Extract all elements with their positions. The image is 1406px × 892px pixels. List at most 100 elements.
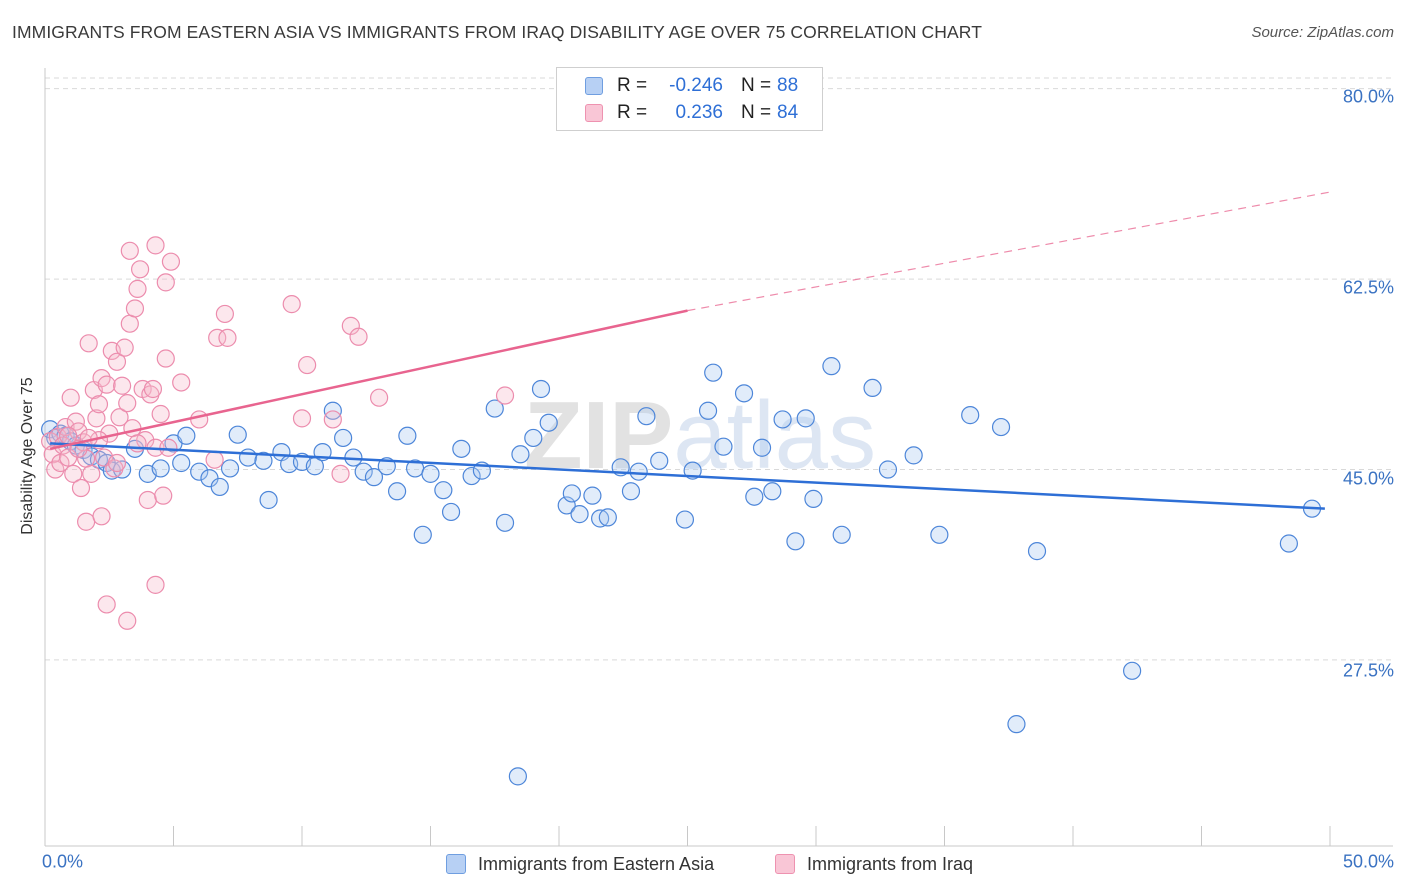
- data-point-iraq: [107, 453, 127, 473]
- legend-n-label: N =: [741, 102, 772, 123]
- data-point-iraq: [61, 388, 80, 407]
- legend-r-value: 0.236: [675, 102, 723, 123]
- data-point-eastern-asia: [151, 459, 170, 478]
- chart-title: IMMIGRANTS FROM EASTERN ASIA VS IMMIGRAN…: [12, 22, 983, 42]
- data-point-eastern-asia: [583, 486, 602, 505]
- data-point-eastern-asia: [796, 409, 815, 428]
- data-point-iraq: [282, 295, 301, 314]
- data-point-eastern-asia: [675, 510, 695, 529]
- data-point-eastern-asia: [591, 509, 610, 528]
- data-point-iraq: [130, 260, 150, 279]
- legend-r-label: R =: [617, 102, 648, 123]
- data-point-iraq: [71, 478, 91, 498]
- data-point-iraq: [125, 299, 145, 318]
- data-point-iraq: [208, 328, 227, 347]
- data-point-eastern-asia: [763, 482, 782, 501]
- data-point-eastern-asia: [1279, 534, 1298, 553]
- data-point-eastern-asia: [421, 464, 440, 483]
- data-point-iraq: [146, 575, 165, 594]
- data-point-eastern-asia: [524, 428, 543, 448]
- data-point-iraq: [118, 394, 137, 413]
- legend-label-iraq: Immigrants from Iraq: [807, 853, 974, 874]
- data-point-iraq: [59, 426, 78, 445]
- data-point-eastern-asia: [698, 401, 718, 420]
- data-point-eastern-asia: [452, 439, 471, 458]
- data-point-iraq: [82, 464, 101, 483]
- data-point-eastern-asia: [177, 426, 196, 445]
- data-point-eastern-asia: [734, 384, 754, 403]
- data-point-iraq: [87, 409, 106, 428]
- data-point-iraq: [218, 328, 237, 347]
- data-point-eastern-asia: [832, 525, 851, 544]
- data-point-iraq: [77, 512, 96, 531]
- data-point-eastern-asia: [539, 413, 558, 432]
- data-point-iraq: [120, 241, 139, 260]
- data-point-iraq: [123, 419, 142, 438]
- data-point-iraq: [146, 236, 165, 255]
- data-point-eastern-asia: [387, 482, 407, 501]
- y-tick-label-62-5: 62.5%: [1342, 277, 1394, 298]
- data-point-eastern-asia: [961, 406, 980, 425]
- data-point-iraq: [120, 314, 139, 333]
- data-point-eastern-asia: [334, 428, 353, 448]
- data-point-eastern-asia: [1123, 661, 1142, 680]
- data-point-eastern-asia: [254, 451, 273, 470]
- data-point-eastern-asia: [650, 451, 669, 470]
- data-point-eastern-asia: [462, 466, 481, 486]
- data-point-eastern-asia: [629, 462, 648, 481]
- data-point-eastern-asia: [531, 379, 551, 399]
- data-point-iraq: [151, 404, 170, 424]
- legend-r-value: -0.246: [669, 75, 723, 96]
- series-iraq: [41, 236, 515, 630]
- legend-row-eastern-asia: R = -0.246 N = 88: [557, 73, 798, 99]
- data-point-iraq: [143, 379, 163, 399]
- data-point-eastern-asia: [570, 505, 589, 524]
- data-point-iraq: [89, 395, 109, 414]
- legend-n-value: 84: [777, 102, 799, 123]
- data-point-iraq: [161, 252, 181, 271]
- x-tick-label-50: 50.0%: [1342, 851, 1394, 872]
- data-point-eastern-asia: [434, 481, 453, 500]
- data-point-eastern-asia: [220, 459, 240, 478]
- data-point-eastern-asia: [804, 489, 823, 508]
- data-point-iraq: [495, 386, 515, 405]
- data-point-iraq: [172, 373, 191, 392]
- data-point-iraq: [79, 334, 98, 353]
- bottom-legend-eastern-asia: Immigrants from Eastern Asia: [446, 852, 714, 876]
- data-point-eastern-asia: [863, 378, 882, 398]
- y-tick-label-27-5: 27.5%: [1342, 660, 1394, 681]
- legend-row-iraq: R = 0.236 N = 84: [557, 100, 798, 126]
- data-point-eastern-asia: [228, 425, 247, 444]
- data-point-iraq: [156, 349, 175, 368]
- data-point-eastern-asia: [259, 490, 278, 510]
- data-point-eastern-asia: [621, 482, 641, 501]
- data-point-eastern-asia: [904, 446, 923, 465]
- data-point-iraq: [159, 438, 178, 457]
- data-point-eastern-asia: [398, 426, 417, 445]
- data-point-eastern-asia: [704, 363, 723, 382]
- legend-r-label: R =: [617, 75, 648, 96]
- data-point-eastern-asia: [714, 437, 733, 456]
- data-point-eastern-asia: [511, 445, 530, 464]
- data-point-iraq: [118, 611, 137, 630]
- data-point-eastern-asia: [190, 462, 209, 481]
- series-eastern-asia: [41, 357, 1322, 786]
- data-point-eastern-asia: [637, 407, 656, 426]
- pink-swatch: [775, 854, 795, 874]
- data-point-eastern-asia: [1027, 542, 1047, 561]
- data-point-iraq: [107, 352, 127, 371]
- data-point-eastern-asia: [752, 438, 772, 457]
- data-point-eastern-asia: [598, 508, 617, 527]
- pink-swatch: [585, 104, 603, 122]
- data-point-iraq: [128, 279, 147, 298]
- y-tick-label-80: 80.0%: [1342, 86, 1394, 107]
- data-point-iraq: [298, 355, 317, 375]
- trend-line-eastern-asia: [50, 442, 1325, 510]
- data-point-iraq: [64, 464, 83, 483]
- data-point-eastern-asia: [930, 525, 949, 544]
- legend-n-label: N =: [741, 75, 772, 96]
- bottom-legend-iraq: Immigrants from Iraq: [775, 852, 973, 876]
- data-point-eastern-asia: [495, 513, 515, 532]
- data-point-eastern-asia: [441, 502, 461, 522]
